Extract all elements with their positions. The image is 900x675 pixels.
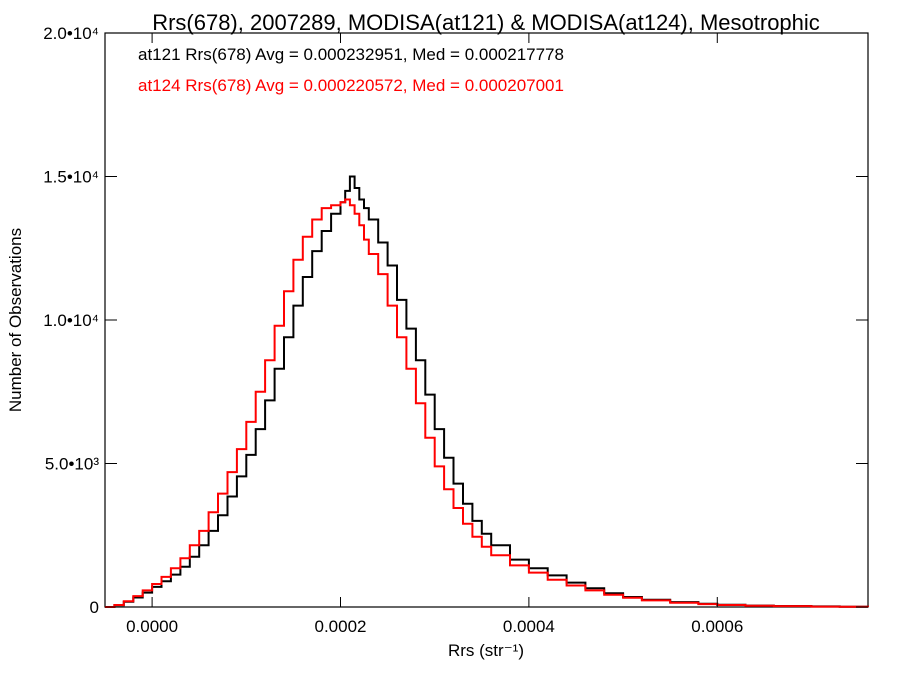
y-tick-label: 0 xyxy=(90,598,99,617)
annotation-at124: at124 Rrs(678) Avg = 0.000220572, Med = … xyxy=(138,76,564,95)
series-at124-line xyxy=(105,198,869,608)
x-axis-title: Rrs (str⁻¹) xyxy=(448,641,524,660)
plot-frame xyxy=(104,32,869,608)
series-at121-line xyxy=(105,175,869,608)
series-layer xyxy=(105,175,869,608)
x-tick-label: 0.0000 xyxy=(126,617,178,636)
y-tick-label: 5.0•10³ xyxy=(45,455,99,474)
y-tick-label: 2.0•10⁴ xyxy=(43,24,99,43)
x-tick-label: 0.0006 xyxy=(691,617,743,636)
y-axis-title: Number of Observations xyxy=(6,228,25,412)
y-tick-label: 1.5•10⁴ xyxy=(43,168,99,187)
y-axis-ticks: 0 5.0•10³ 1.0•10⁴ 1.5•10⁴ 2.0•10⁴ xyxy=(43,24,868,617)
x-tick-label: 0.0002 xyxy=(314,617,366,636)
x-axis-ticks: 0.0000 0.0002 0.0004 0.0006 xyxy=(126,33,743,636)
annotation-at121: at121 Rrs(678) Avg = 0.000232951, Med = … xyxy=(138,45,564,64)
chart-title: Rrs(678), 2007289, MODISA(at121) & MODIS… xyxy=(152,10,820,35)
plot-area: 0.0000 0.0002 0.0004 0.0006 0 5.0•10³ 1.0•10⁴… xyxy=(43,24,869,636)
x-tick-label: 0.0004 xyxy=(503,617,555,636)
y-tick-label: 1.0•10⁴ xyxy=(43,311,99,330)
